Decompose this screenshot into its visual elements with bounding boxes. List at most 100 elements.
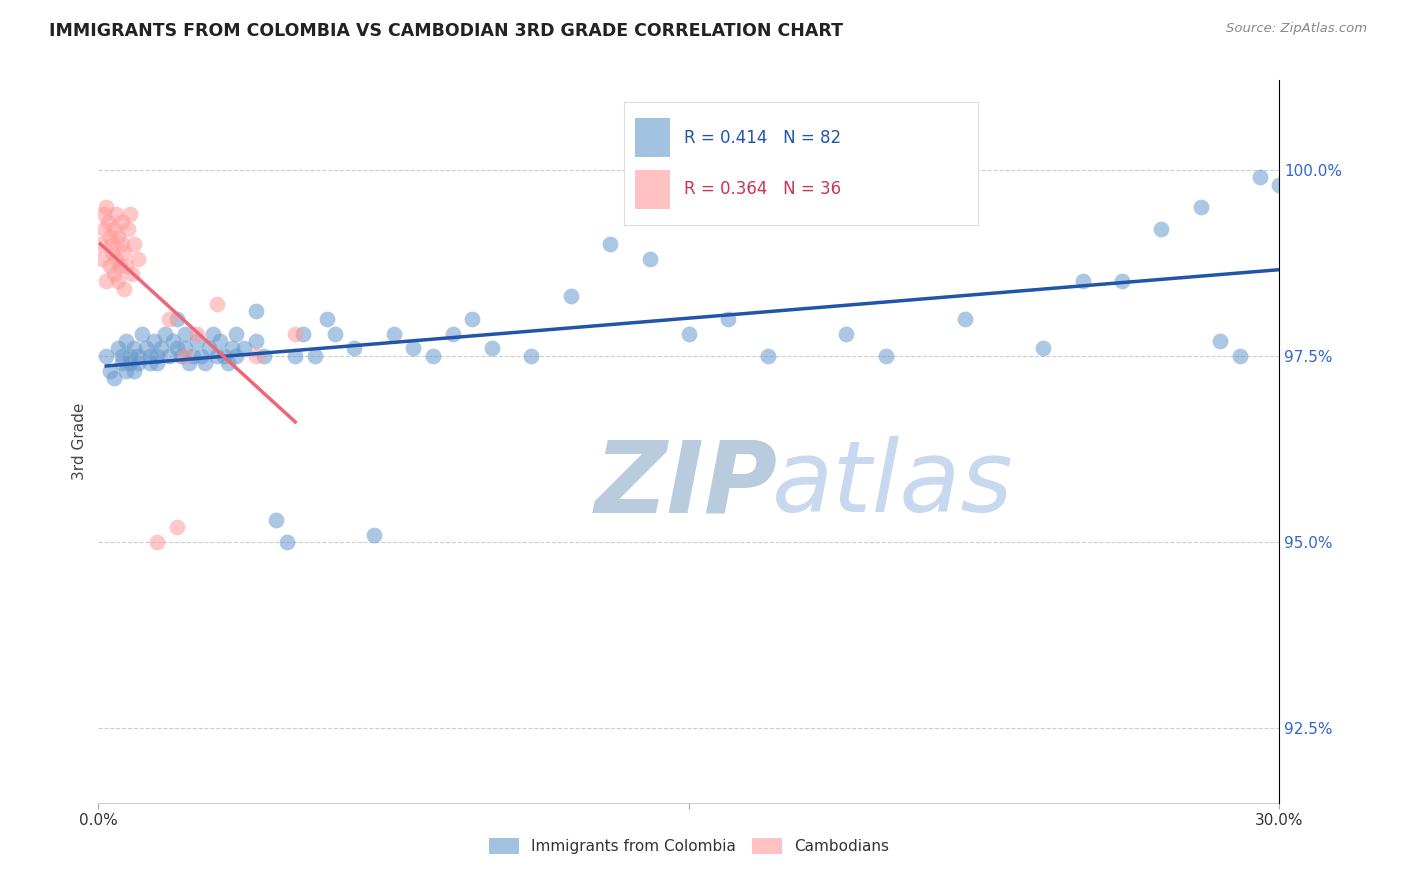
Point	[205, 297, 228, 311]
Legend: Immigrants from Colombia, Cambodians: Immigrants from Colombia, Cambodians	[482, 832, 896, 860]
Point	[264, 513, 287, 527]
Point	[225, 326, 247, 341]
Point	[461, 311, 484, 326]
Point	[190, 349, 212, 363]
Point	[118, 207, 141, 221]
Point	[157, 349, 180, 363]
Point	[284, 326, 307, 341]
Point	[127, 349, 149, 363]
Point	[122, 364, 145, 378]
Point	[520, 349, 543, 363]
Point	[107, 229, 129, 244]
Point	[599, 237, 621, 252]
Point	[245, 334, 267, 348]
Point	[292, 326, 315, 341]
Point	[118, 356, 141, 370]
Point	[142, 334, 165, 348]
Point	[122, 237, 145, 252]
Text: IMMIGRANTS FROM COLOMBIA VS CAMBODIAN 3RD GRADE CORRELATION CHART: IMMIGRANTS FROM COLOMBIA VS CAMBODIAN 3R…	[49, 22, 844, 40]
Point	[253, 349, 276, 363]
Point	[115, 260, 138, 274]
Point	[111, 215, 134, 229]
Point	[875, 349, 897, 363]
Point	[323, 326, 346, 341]
Point	[166, 342, 188, 356]
Point	[103, 267, 125, 281]
Point	[382, 326, 405, 341]
Point	[186, 334, 208, 348]
Point	[1268, 178, 1291, 192]
Point	[101, 237, 124, 252]
Point	[112, 282, 135, 296]
Point	[131, 326, 153, 341]
Point	[103, 222, 125, 236]
Point	[214, 349, 236, 363]
Point	[1209, 334, 1232, 348]
Point	[233, 342, 256, 356]
Point	[89, 237, 111, 252]
Point	[177, 356, 200, 370]
Point	[953, 311, 976, 326]
Point	[118, 349, 141, 363]
Point	[162, 334, 184, 348]
Point	[105, 207, 128, 221]
Point	[201, 326, 224, 341]
Point	[107, 274, 129, 288]
Point	[150, 342, 173, 356]
Point	[422, 349, 444, 363]
Point	[225, 349, 247, 363]
Point	[194, 356, 217, 370]
Point	[756, 349, 779, 363]
Point	[717, 311, 740, 326]
Point	[174, 342, 197, 356]
Point	[315, 311, 337, 326]
Point	[186, 326, 208, 341]
Point	[107, 342, 129, 356]
Point	[146, 349, 169, 363]
Point	[111, 356, 134, 370]
Point	[96, 349, 118, 363]
Text: Source: ZipAtlas.com: Source: ZipAtlas.com	[1226, 22, 1367, 36]
Point	[135, 342, 157, 356]
Point	[209, 334, 232, 348]
Point	[111, 237, 134, 252]
Point	[205, 349, 228, 363]
Point	[197, 342, 219, 356]
Point	[96, 200, 118, 214]
Text: ZIP: ZIP	[595, 436, 778, 533]
Point	[115, 334, 138, 348]
Point	[1032, 342, 1054, 356]
Point	[481, 342, 503, 356]
Point	[170, 349, 193, 363]
Point	[363, 527, 385, 541]
Point	[304, 349, 326, 363]
Point	[155, 326, 177, 341]
Point	[98, 364, 121, 378]
Point	[678, 326, 700, 341]
Point	[93, 207, 115, 221]
Point	[93, 222, 115, 236]
Point	[217, 356, 239, 370]
Point	[402, 342, 425, 356]
Point	[115, 364, 138, 378]
Point	[1150, 222, 1173, 236]
Point	[98, 229, 121, 244]
Point	[97, 215, 120, 229]
Point	[122, 342, 145, 356]
Point	[112, 244, 135, 259]
Point	[284, 349, 307, 363]
Point	[1111, 274, 1133, 288]
Point	[560, 289, 582, 303]
Point	[343, 342, 366, 356]
Point	[108, 260, 131, 274]
Point	[221, 342, 243, 356]
Point	[166, 520, 188, 534]
Point	[103, 371, 125, 385]
Point	[127, 252, 149, 266]
Point	[101, 244, 124, 259]
Point	[96, 274, 118, 288]
Text: atlas: atlas	[772, 436, 1014, 533]
Point	[1249, 170, 1271, 185]
Point	[1189, 200, 1212, 214]
Point	[245, 349, 267, 363]
